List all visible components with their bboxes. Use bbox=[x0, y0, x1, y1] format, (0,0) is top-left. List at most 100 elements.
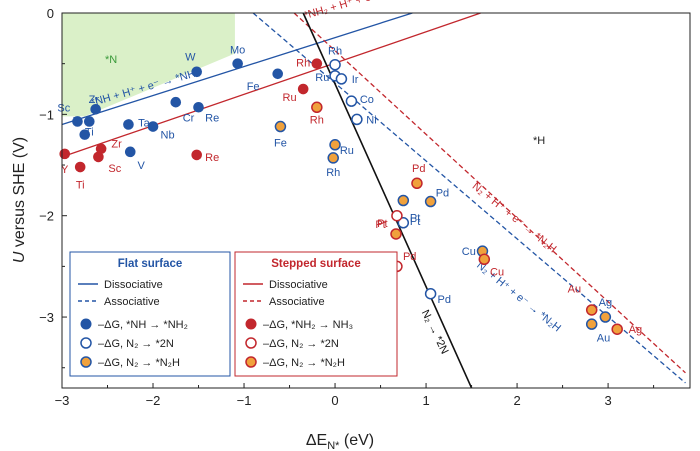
reaction-annotation-3: N₂ + H⁺ + e⁻ → *N₂H bbox=[470, 180, 559, 255]
point-label-ti: Ti bbox=[85, 127, 94, 139]
legend-flat-frame bbox=[69, 251, 231, 377]
x-tick-label: 3 bbox=[604, 393, 611, 408]
region-n-star-shade bbox=[62, 13, 235, 117]
data-point-blue-open-co bbox=[345, 95, 358, 107]
data-point-blue-filled-nb bbox=[147, 121, 159, 132]
data-point-red-filled-y bbox=[59, 148, 71, 160]
data-point-red-open-pt bbox=[391, 209, 403, 222]
point-label-pd: Pd bbox=[412, 163, 425, 175]
point-label-re: Re bbox=[205, 112, 219, 124]
point-label-pt: Pt bbox=[375, 219, 385, 231]
data-point-blue-orange-pd bbox=[424, 195, 437, 208]
data-point-blue-orange-ag bbox=[599, 311, 612, 323]
data-point-blue-filled-cr bbox=[170, 96, 182, 108]
point-label-pt: Pt bbox=[410, 213, 420, 225]
data-point-blue-filled-v bbox=[124, 146, 136, 158]
scaling-line-step-diss-nh bbox=[61, 12, 481, 158]
x-tick-label: −1 bbox=[237, 393, 252, 408]
data-point-blue-orange-au bbox=[585, 318, 598, 330]
data-point-blue-filled-w bbox=[191, 66, 203, 78]
axes-layer: −3 −2 −1 0 1 2 3 0 −1 −2 −3 bbox=[39, 6, 691, 408]
data-point-red-orange-rh bbox=[311, 101, 323, 114]
legend-flat-open-marker-icon bbox=[80, 337, 92, 349]
point-label-cu: Cu bbox=[490, 266, 504, 278]
point-label-ni: Ni bbox=[366, 114, 376, 126]
legend-flat-line1: Dissociative bbox=[104, 279, 163, 291]
legend-stepped-m3: –ΔG, N₂ → *N₂H bbox=[263, 357, 345, 369]
data-point-blue-filled-ta bbox=[123, 119, 134, 130]
legend-stepped-orange-marker-icon bbox=[245, 356, 257, 368]
point-label-w: W bbox=[185, 52, 196, 64]
data-point-blue-filled-re bbox=[193, 101, 204, 113]
y-tick-label: −1 bbox=[39, 107, 54, 122]
y-axis-label-rest: versus SHE (V) bbox=[11, 137, 28, 252]
x-tick-label: 2 bbox=[513, 393, 520, 408]
x-tick-label: 0 bbox=[331, 393, 338, 408]
legend-flat-surface: Flat surface Dissociative Associative –Δ… bbox=[69, 251, 231, 377]
plot-frame bbox=[61, 12, 691, 389]
x-axis-label-sub: N* bbox=[327, 440, 340, 451]
data-point-red-filled-ru bbox=[297, 83, 309, 95]
x-tick-label: −2 bbox=[146, 393, 161, 408]
point-label-re: Re bbox=[205, 152, 219, 164]
adsorbate-region-layer bbox=[62, 13, 235, 117]
point-label-y: Y bbox=[73, 115, 81, 127]
point-label-ir: Ir bbox=[352, 74, 359, 86]
point-label-fe: Fe bbox=[274, 138, 287, 150]
data-point-blue-open-rh bbox=[329, 58, 341, 71]
point-label-ru: Ru bbox=[340, 145, 354, 157]
point-label-cu: Cu bbox=[462, 246, 476, 258]
point-label-rh: Rh bbox=[326, 167, 340, 179]
data-point-red-orange-cu bbox=[478, 253, 491, 266]
data-point-red-filled-re bbox=[191, 149, 203, 161]
point-label-y: Y bbox=[61, 164, 69, 176]
reaction-annotation-1: *NH₂ + H⁺ + e⁻ → *NH₃ bbox=[303, 0, 419, 22]
legend-flat-orange-marker-icon bbox=[80, 356, 92, 368]
point-label-ti: Ti bbox=[76, 179, 85, 191]
data-point-red-filled-zr bbox=[95, 143, 107, 155]
scaling-line-flat-assoc bbox=[252, 12, 686, 384]
legend-flat-m3: –ΔG, N₂ → *N₂H bbox=[98, 357, 180, 369]
x-tick-label: 1 bbox=[422, 393, 429, 408]
point-label-sc: Sc bbox=[57, 102, 70, 114]
y-tick-label: −3 bbox=[39, 310, 54, 325]
data-point-blue-open-ir bbox=[335, 73, 348, 85]
reaction-annotation-4: N₂ + H⁺ + e⁻ → *N₂H bbox=[474, 259, 563, 334]
data-point-red-filled-rh bbox=[311, 58, 323, 69]
point-label-mo: Mo bbox=[230, 44, 245, 56]
legend-flat-filled-marker-icon bbox=[80, 318, 92, 330]
data-point-blue-orange-rh bbox=[327, 152, 339, 164]
legend-flat-m1: –ΔG, *NH → *NH₂ bbox=[98, 319, 188, 331]
point-label-v: V bbox=[138, 160, 146, 172]
point-label-ag: Ag bbox=[599, 297, 612, 309]
point-label-zr: Zr bbox=[89, 94, 100, 106]
point-label-ru: Ru bbox=[283, 92, 297, 104]
point-label-ru: Ru bbox=[315, 72, 329, 84]
point-label-fe: Fe bbox=[247, 81, 260, 93]
legend-stepped-line1: Dissociative bbox=[269, 279, 328, 291]
legend-stepped-frame bbox=[234, 251, 398, 377]
point-label-zr: Zr bbox=[111, 139, 122, 151]
point-label-sc: Sc bbox=[108, 163, 121, 175]
y-tick-label: −2 bbox=[39, 209, 54, 224]
legend-stepped-filled-marker-icon bbox=[245, 318, 257, 330]
data-point-blue-open-pd bbox=[424, 287, 437, 300]
x-tick-label: −3 bbox=[55, 393, 70, 408]
legend-stepped-open-marker-icon bbox=[245, 337, 257, 349]
legend-stepped-surface: Stepped surface Dissociative Associative… bbox=[234, 251, 398, 377]
x-axis-label: ΔEN* (eV) bbox=[306, 432, 374, 451]
legend-flat-m2: –ΔG, N₂ → *2N bbox=[98, 338, 174, 350]
y-axis-label-italic: U bbox=[11, 251, 28, 263]
data-point-blue-open-ni bbox=[351, 113, 363, 126]
point-label-au: Au bbox=[568, 284, 581, 296]
data-point-red-orange-au bbox=[585, 304, 598, 316]
point-label-pd: Pd bbox=[436, 187, 449, 199]
point-label-au: Au bbox=[597, 332, 610, 344]
scaling-line-step-assoc bbox=[293, 12, 686, 374]
data-point-blue-filled-sc bbox=[72, 116, 83, 127]
y-tick-label: 0 bbox=[47, 6, 54, 21]
data-point-blue-filled-fe bbox=[272, 68, 284, 80]
x-axis-label-main: ΔE bbox=[306, 432, 327, 449]
legend-stepped-line2: Associative bbox=[269, 296, 325, 308]
region-label-h-star: *H bbox=[533, 135, 545, 147]
